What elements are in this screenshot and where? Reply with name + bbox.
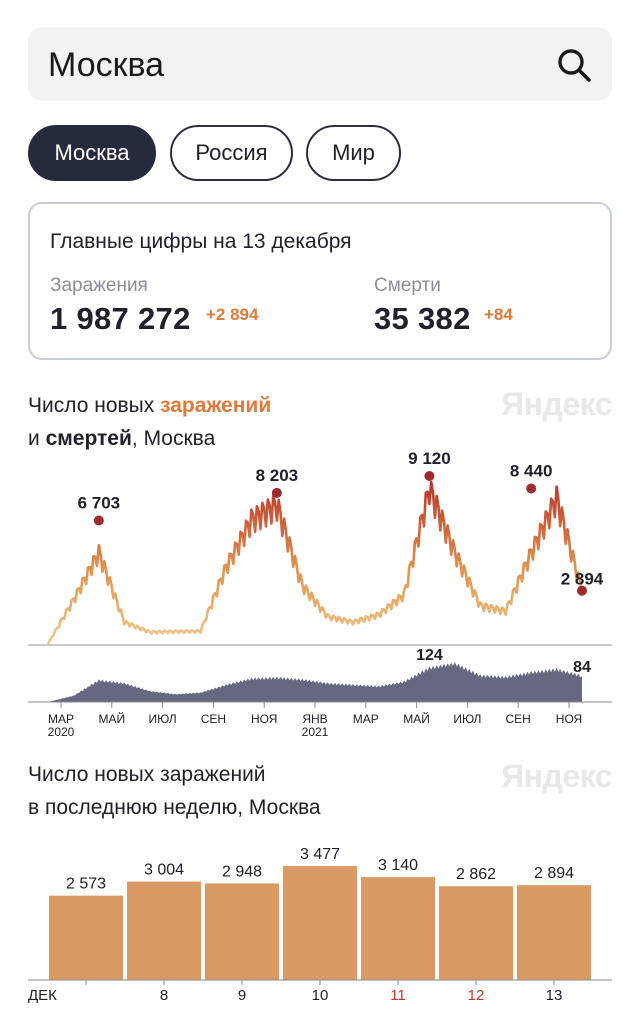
bar <box>517 885 591 980</box>
x-tick-year: 2020 <box>48 725 75 739</box>
key-figures-card: Главные цифры на 13 декабря Заражения 1 … <box>28 202 612 360</box>
x-tick-label: МАЙ <box>98 711 125 726</box>
tab-moscow[interactable]: Москва <box>28 125 156 181</box>
deaths-area <box>48 662 582 702</box>
chart-title-part: , Москва <box>131 427 216 450</box>
chart-title-week: Число новых заражений в последнюю неделю… <box>28 758 321 824</box>
bar <box>283 866 357 980</box>
peak-label: 2 894 <box>561 570 604 589</box>
bar <box>49 895 123 980</box>
x-tick-label: НОЯ <box>556 712 582 726</box>
bar-value-label: 3 140 <box>378 857 418 874</box>
bar-value-label: 2 573 <box>66 876 106 893</box>
peak-marker <box>93 515 104 526</box>
bar <box>439 886 513 980</box>
x-tick-label: ИЮЛ <box>149 712 177 726</box>
bar <box>205 883 279 980</box>
yandex-watermark: Яндекс <box>501 758 612 794</box>
x-tick-label: 11 <box>390 987 406 1004</box>
weekly-infections-chart: 2 573 3 004 2 948 3 477 3 140 2 862 2 894 ДЕК 8 9… <box>28 846 612 1004</box>
peak-label: 9 120 <box>408 450 451 468</box>
chart-title-part: Число новых <box>28 394 161 417</box>
deaths-value: 35 382 <box>374 301 471 336</box>
bar <box>361 877 435 980</box>
bar <box>127 881 201 980</box>
infections-label: Заражения <box>50 275 148 296</box>
x-tick-label: ЯНВ <box>302 712 327 726</box>
peak-label: 6 703 <box>78 494 121 513</box>
peak-label: 8 440 <box>510 462 553 481</box>
peak-marker <box>577 585 587 596</box>
x-tick-label: МАЙ <box>403 711 430 726</box>
peak-label: 8 203 <box>256 466 299 485</box>
x-tick-label: 13 <box>546 987 563 1004</box>
bar-value-label: 2 862 <box>456 866 496 883</box>
x-tick-label: 10 <box>312 987 329 1004</box>
chart-title-infections: заражений <box>160 394 272 417</box>
x-tick-label: 8 <box>160 987 168 1004</box>
peak-marker <box>424 471 435 481</box>
chart-title-line: в последнюю неделю, Москва <box>28 796 321 819</box>
x-tick-year: 2021 <box>302 725 329 739</box>
x-tick-label: СЕН <box>506 712 531 726</box>
bar-value-label: 2 894 <box>534 865 574 882</box>
x-tick-label: МАР <box>353 712 379 726</box>
bar-value-label: 3 004 <box>144 862 184 879</box>
peak-marker <box>271 487 282 498</box>
x-tick-label: ИЮЛ <box>453 712 481 726</box>
chart-title-line: Число новых заражений <box>28 763 266 786</box>
chart-title-part: и <box>28 427 46 450</box>
x-tick-label: ДЕК <box>28 987 57 1004</box>
chart-title-infections-deaths: Число новых заражений и смертей, Москва <box>28 389 271 455</box>
tab-russia[interactable]: Россия <box>170 125 293 181</box>
search-icon[interactable] <box>556 47 592 83</box>
x-tick-label: МАР <box>48 712 74 726</box>
bar-value-label: 2 948 <box>222 863 262 880</box>
infections-delta: +2 894 <box>206 305 259 324</box>
search-input[interactable]: Москва <box>48 46 165 84</box>
deaths-label: 124 <box>416 647 443 664</box>
chart-title-deaths: смертей <box>45 427 132 450</box>
deaths-delta: +84 <box>484 305 513 324</box>
deaths-label: Смерти <box>374 275 441 296</box>
infections-value: 1 987 272 <box>50 301 191 336</box>
search-bar[interactable]: Москва <box>28 27 612 101</box>
bar-value-label: 3 477 <box>300 846 340 863</box>
tab-world[interactable]: Мир <box>306 125 401 181</box>
infections-line <box>46 480 584 645</box>
x-tick-label: СЕН <box>201 712 226 726</box>
deaths-label: 84 <box>573 659 591 676</box>
peak-marker <box>526 483 537 494</box>
x-tick-label: НОЯ <box>251 712 277 726</box>
yandex-watermark: Яндекс <box>501 386 612 422</box>
x-tick-label: 12 <box>468 987 485 1004</box>
x-tick-label: 9 <box>238 987 246 1004</box>
key-figures-title: Главные цифры на 13 декабря <box>50 230 352 253</box>
